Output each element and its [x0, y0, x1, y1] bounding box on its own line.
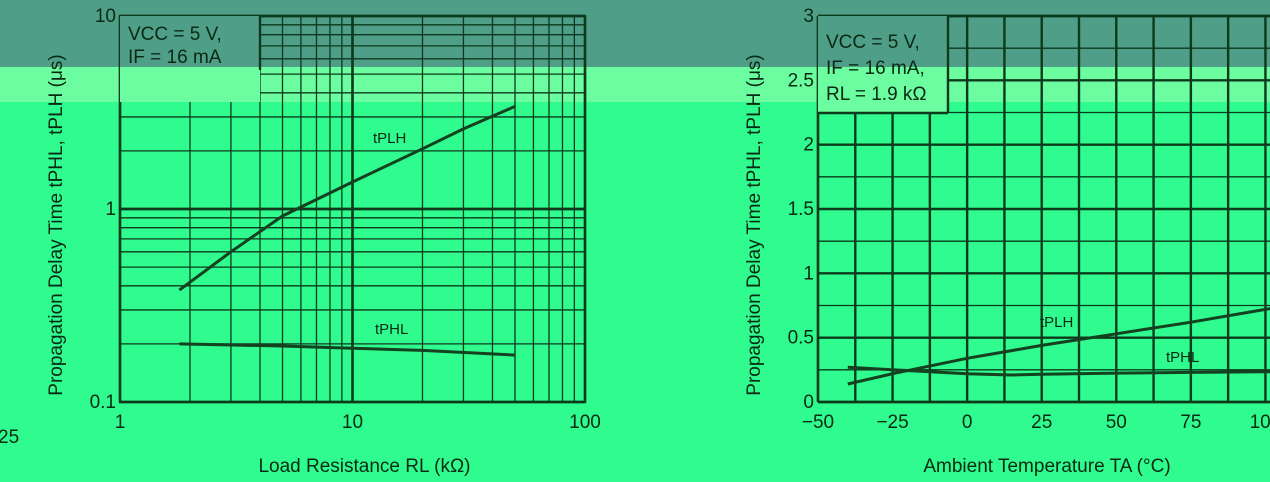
y-tick-label: 3 — [803, 6, 814, 27]
x-axis-title: Load Resistance RL (kΩ) — [258, 456, 470, 477]
series-line-tPLH — [178, 105, 516, 292]
series-label-tPLH: tPLH — [373, 130, 406, 147]
plot-frame — [118, 14, 587, 404]
conditions-box-bottom — [818, 67, 948, 113]
x-tick-label: 100 — [569, 412, 601, 433]
y-tick-label: 10 — [95, 6, 116, 27]
y-tick-label: 1 — [105, 199, 116, 220]
conditions-text: VCC = 5 V, — [128, 24, 222, 45]
y-axis-title: Propagation Delay Time tPHL, tPLH (μs) — [744, 54, 765, 395]
conditions-text: RL = 1.9 kΩ — [826, 84, 927, 105]
y-tick-label: 2.5 — [788, 70, 814, 91]
x-tick-label: 1 — [115, 412, 126, 433]
x-tick-label: −50 — [802, 412, 834, 433]
conditions-text: IF = 16 mA — [128, 47, 222, 68]
series-line-tPHL — [847, 365, 1270, 377]
series-label-tPHL: tPHL — [1166, 349, 1199, 366]
x-axis-title: Ambient Temperature TA (°C) — [923, 456, 1170, 477]
series-line-tPHL — [179, 342, 516, 357]
conditions-box-top — [818, 16, 948, 67]
y-tick-label: 1 — [803, 263, 814, 284]
stray-tick-label: 25 — [0, 427, 19, 448]
chart-ambient-temperature: VCC = 5 V, IF = 16 mA, RL = 1.9 kΩ −50 −25 0 2… — [744, 6, 1270, 477]
y-tick-label: 0 — [803, 392, 814, 413]
series-label-tPLH: tPLH — [1040, 314, 1073, 331]
y-tick-label: 0.1 — [90, 392, 116, 413]
x-tick-label: 0 — [962, 412, 973, 433]
x-tick-label: 25 — [1031, 412, 1052, 433]
conditions-text: VCC = 5 V, — [826, 32, 920, 53]
x-tick-label: −25 — [876, 412, 908, 433]
x-tick-label: 10 — [342, 412, 363, 433]
y-tick-label: 1.5 — [788, 199, 814, 220]
y-tick-label: 2 — [803, 135, 814, 156]
conditions-box-bottom — [120, 67, 260, 102]
x-tick-label: 50 — [1106, 412, 1127, 433]
y-axis-title: Propagation Delay Time tPHL, tPLH (μs) — [46, 54, 67, 395]
conditions-text: IF = 16 mA, — [826, 58, 925, 79]
x-tick-label: 75 — [1180, 412, 1201, 433]
x-tick-label: 100 — [1250, 412, 1270, 433]
y-tick-label: 0.5 — [788, 328, 814, 349]
conditions-box-top — [120, 16, 260, 67]
series-label-tPHL: tPHL — [375, 321, 408, 338]
